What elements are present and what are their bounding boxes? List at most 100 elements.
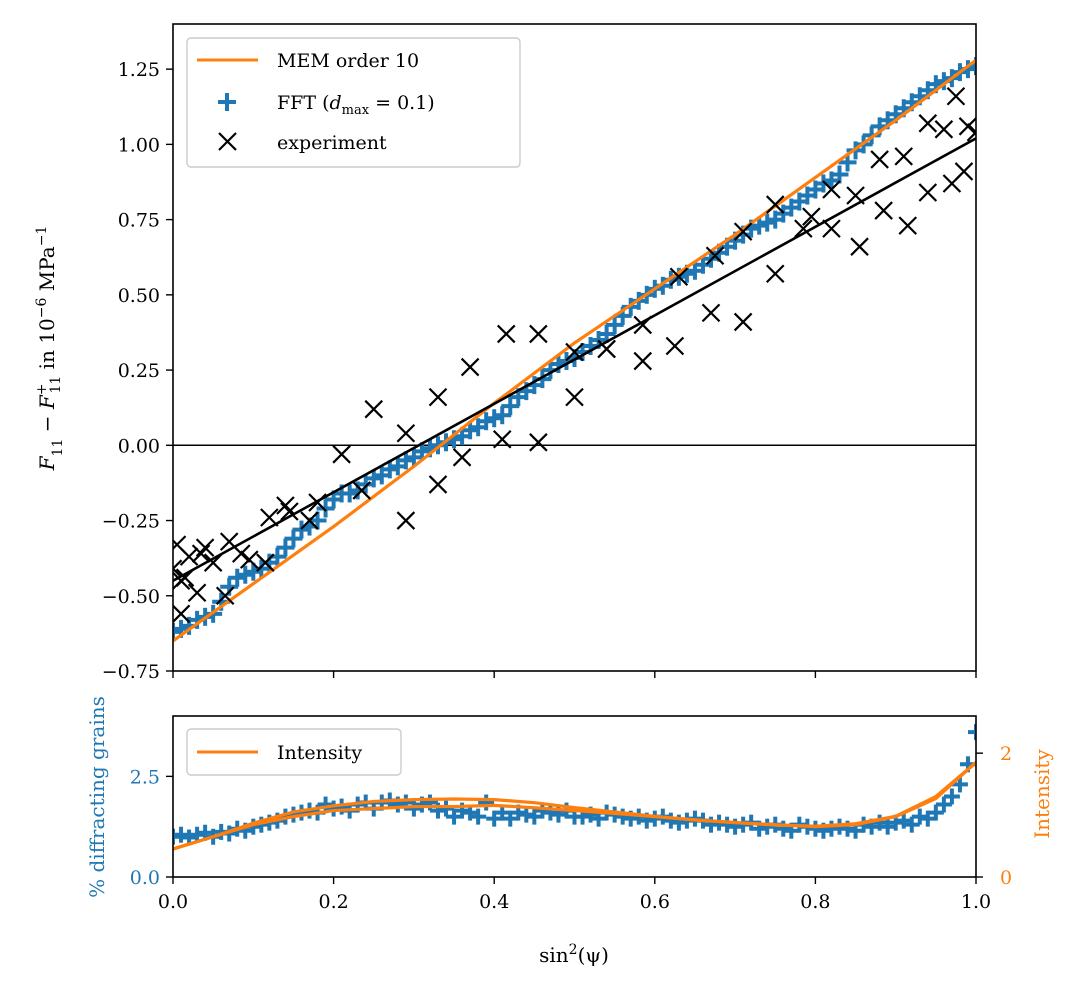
bottom-right-y-tick-label: 2 <box>1000 743 1012 765</box>
fft-point <box>830 165 849 184</box>
experiment-point <box>173 559 183 578</box>
grains-point <box>470 808 487 825</box>
experiment-point <box>946 86 966 106</box>
experiment-point <box>894 147 914 166</box>
experiment-point <box>364 399 384 419</box>
experiment-point <box>633 315 653 335</box>
grains-point <box>895 812 912 829</box>
top-legend: MEM order 10 FFT (dmax = 0.1) experiment <box>186 37 521 168</box>
experiment-point <box>874 201 893 220</box>
experiment-point <box>195 538 215 557</box>
fft-point <box>308 511 327 530</box>
grains-point <box>879 818 896 835</box>
top-y-tick-label: 0.75 <box>118 210 160 232</box>
fft-point <box>493 406 512 425</box>
experiment-point <box>496 324 516 344</box>
experiment-point <box>396 511 416 530</box>
experiment-point <box>822 180 841 199</box>
top-y-tick-label: −0.25 <box>102 511 160 533</box>
grains-point <box>759 818 776 835</box>
experiment-point <box>565 342 584 362</box>
experiment-point <box>492 430 512 449</box>
experiment-point <box>452 448 472 467</box>
fft-point <box>316 499 335 518</box>
bottom-right-y-tick-label: 0 <box>1000 867 1012 889</box>
bottom-left-y-tick-label: 0.0 <box>130 867 160 889</box>
top-y-tick-label: 1.00 <box>118 134 160 156</box>
experiment-point <box>802 207 821 226</box>
grains-point <box>775 820 792 837</box>
experiment-point <box>850 237 869 256</box>
top-y-tick-label: −0.50 <box>102 586 160 608</box>
grains-point <box>919 810 936 827</box>
legend-experiment-label: experiment <box>277 132 387 154</box>
top-legend-box <box>186 37 521 168</box>
grains-point <box>662 812 679 829</box>
experiment-point <box>597 339 616 359</box>
top-y-tick-label: 0.50 <box>118 285 160 307</box>
grains-point <box>943 788 960 805</box>
grains-point <box>325 800 342 817</box>
top-y-axis-label: F11 − F+11 in 10−6 MPa−1 <box>34 226 66 472</box>
experiment-point <box>898 216 918 235</box>
experiment-point <box>934 120 954 139</box>
grains-point <box>405 800 422 817</box>
fft-point <box>501 397 520 416</box>
fft-point <box>380 460 399 479</box>
experiment-point <box>701 303 721 323</box>
bottom-left-y-tick-label: 2.5 <box>130 766 160 788</box>
fft-point <box>428 436 447 455</box>
fft-point <box>292 520 311 539</box>
experiment-point <box>529 324 548 344</box>
experiment-point <box>428 475 448 494</box>
bottom-x-tick-label: 0.6 <box>640 891 670 913</box>
experiment-point <box>705 246 725 265</box>
experiment-point <box>565 387 584 407</box>
fft-point <box>364 469 383 488</box>
experiment-point <box>846 186 865 205</box>
grains-point <box>438 800 455 817</box>
legend-fft-swatch <box>218 93 236 111</box>
experiment-point <box>175 568 195 587</box>
legend-experiment-swatch <box>218 132 237 151</box>
experiment-point <box>396 423 416 443</box>
bottom-x-tick-label: 0.0 <box>158 891 188 913</box>
bottom-x-tick-label: 0.4 <box>479 891 509 913</box>
experiment-point <box>308 493 327 512</box>
grains-point <box>807 820 824 837</box>
experiment-point <box>231 544 251 563</box>
grains-point <box>486 810 503 827</box>
grains-point <box>526 808 543 825</box>
fft-point <box>758 213 777 232</box>
x-axis-label: sin2(ψ) <box>539 942 609 967</box>
bottom-legend-box <box>186 728 402 776</box>
grains-point <box>911 808 928 825</box>
bottom-panel: 0.0 2.5 0 2 0.0 0.2 0.4 0.6 0.8 1.0 % diffracti… <box>85 696 1054 967</box>
fft-point <box>396 451 415 470</box>
experiment-point <box>240 550 259 569</box>
fft-point <box>173 622 182 641</box>
grains-point <box>703 816 720 833</box>
grains-point <box>927 804 944 821</box>
experiment-point <box>733 312 753 332</box>
fft-point <box>862 126 881 145</box>
bottom-left-y-axis-label: % diffracting grains <box>85 696 109 898</box>
bottom-right-y-axis-label: Intensity <box>1030 749 1054 839</box>
experiment-point <box>966 123 976 142</box>
experiment-point <box>280 502 299 521</box>
experiment-point <box>529 433 548 452</box>
grains-point <box>968 724 976 741</box>
top-y-tick-label: 1.25 <box>118 59 160 81</box>
fft-point <box>485 409 504 428</box>
fft-point <box>340 484 359 503</box>
experiment-point <box>794 219 813 238</box>
experiment-point <box>958 117 976 136</box>
grains-point <box>317 796 334 813</box>
top-panel: −0.75−0.50−0.250.000.250.500.751.001.25 … <box>34 23 977 683</box>
experiment-point <box>428 387 448 407</box>
bottom-legend: Intensity <box>186 728 402 776</box>
experiment-point <box>215 586 235 606</box>
experiment-fit-line <box>173 137 976 582</box>
grains-point <box>542 804 559 821</box>
